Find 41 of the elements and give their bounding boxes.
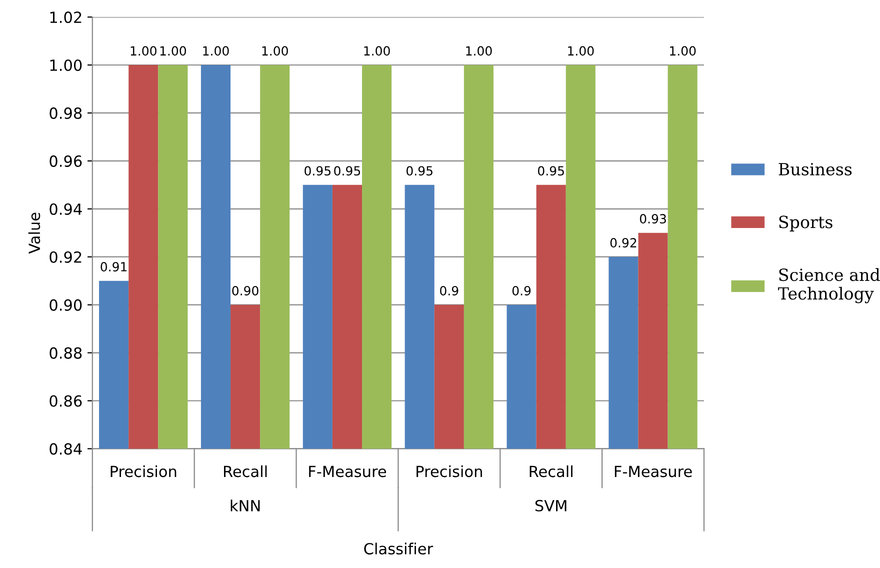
data-label: 0.9 — [512, 286, 531, 296]
data-label: 1.00 — [160, 46, 186, 56]
data-label: 1.00 — [568, 46, 594, 56]
data-label: 0.95 — [538, 166, 564, 176]
legend-label: Business — [778, 162, 852, 176]
y-tick-label: 0.88 — [50, 347, 82, 359]
y-tick-label: 0.92 — [50, 251, 82, 263]
data-label: 0.95 — [406, 166, 432, 176]
y-axis-title: Value — [28, 212, 40, 254]
y-tick-label: 0.90 — [50, 299, 82, 311]
y-tick-label: 0.94 — [50, 203, 82, 215]
data-label: 1.00 — [262, 46, 288, 56]
x-axis-title: Classifier — [364, 542, 434, 554]
y-tick-label: 0.84 — [50, 443, 82, 455]
text: kNN — [230, 500, 260, 512]
x-tick-label: Precision — [416, 465, 482, 478]
x-tick-label: F-Measure — [614, 466, 692, 478]
x-tick-label: Precision — [110, 465, 176, 478]
data-label: 1.00 — [670, 46, 696, 56]
x-tick-label: F-Measure — [309, 466, 386, 478]
data-label: 1.00 — [203, 46, 229, 56]
data-label: 1.00 — [466, 46, 492, 56]
y-tick-label: 0.96 — [50, 155, 82, 167]
data-label: 0.92 — [610, 238, 636, 248]
text: SVM — [535, 500, 566, 512]
data-label: 0.90 — [232, 286, 258, 296]
data-label: 0.9 — [440, 286, 458, 296]
y-tick-label: 0.86 — [50, 395, 82, 407]
data-label: 0.95 — [304, 166, 330, 176]
data-label: 1.00 — [364, 46, 390, 56]
data-label: 0.91 — [100, 262, 127, 272]
legend-label: Science and Technology — [778, 268, 880, 304]
data-label: 1.00 — [130, 46, 156, 56]
data-label: 0.93 — [640, 214, 666, 224]
x-tick-label: Recall — [224, 465, 267, 478]
y-tick-label: 1.02 — [50, 12, 82, 24]
data-label: 0.95 — [334, 166, 360, 176]
x-tick-label: Recall — [530, 465, 572, 478]
y-tick-label: 1.00 — [50, 59, 82, 72]
y-tick-label: 0.98 — [50, 107, 82, 119]
legend-label: Sports — [779, 216, 832, 232]
